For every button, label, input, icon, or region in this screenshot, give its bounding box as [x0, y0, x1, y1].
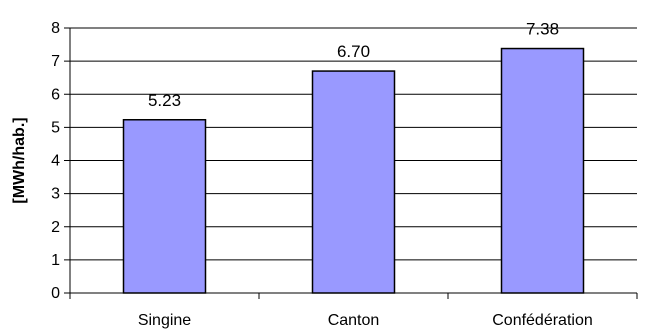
y-tick-label: 8: [51, 20, 60, 37]
bars: [122, 47, 585, 294]
y-tick-label: 4: [51, 153, 60, 170]
x-tick-label: Confédération: [492, 312, 593, 329]
y-tick-label: 6: [51, 86, 60, 103]
x-tick-label: Singine: [138, 312, 191, 329]
x-axis: Singine Canton Confédération: [69, 292, 638, 329]
bar-singine: [122, 119, 207, 294]
y-tick-label: 7: [51, 53, 60, 70]
y-tick-label: 1: [51, 252, 60, 269]
data-label: 7.38: [526, 20, 559, 39]
x-tick-label: Canton: [328, 312, 380, 329]
bar-canton: [311, 70, 396, 294]
bar-confédération: [500, 47, 585, 294]
y-axis: 0 1 2 3 4 5 6 7 8: [51, 20, 71, 302]
y-tick-label: 3: [51, 186, 60, 203]
y-tick-label: 2: [51, 219, 60, 236]
data-label: 5.23: [148, 91, 181, 110]
data-label: 6.70: [337, 42, 370, 61]
y-axis-title: [MWh/hab.]: [11, 117, 28, 203]
y-tick-label: 0: [51, 285, 60, 302]
y-tick-label: 5: [51, 119, 60, 136]
data-labels: 5.23 6.70 7.38: [148, 20, 559, 110]
